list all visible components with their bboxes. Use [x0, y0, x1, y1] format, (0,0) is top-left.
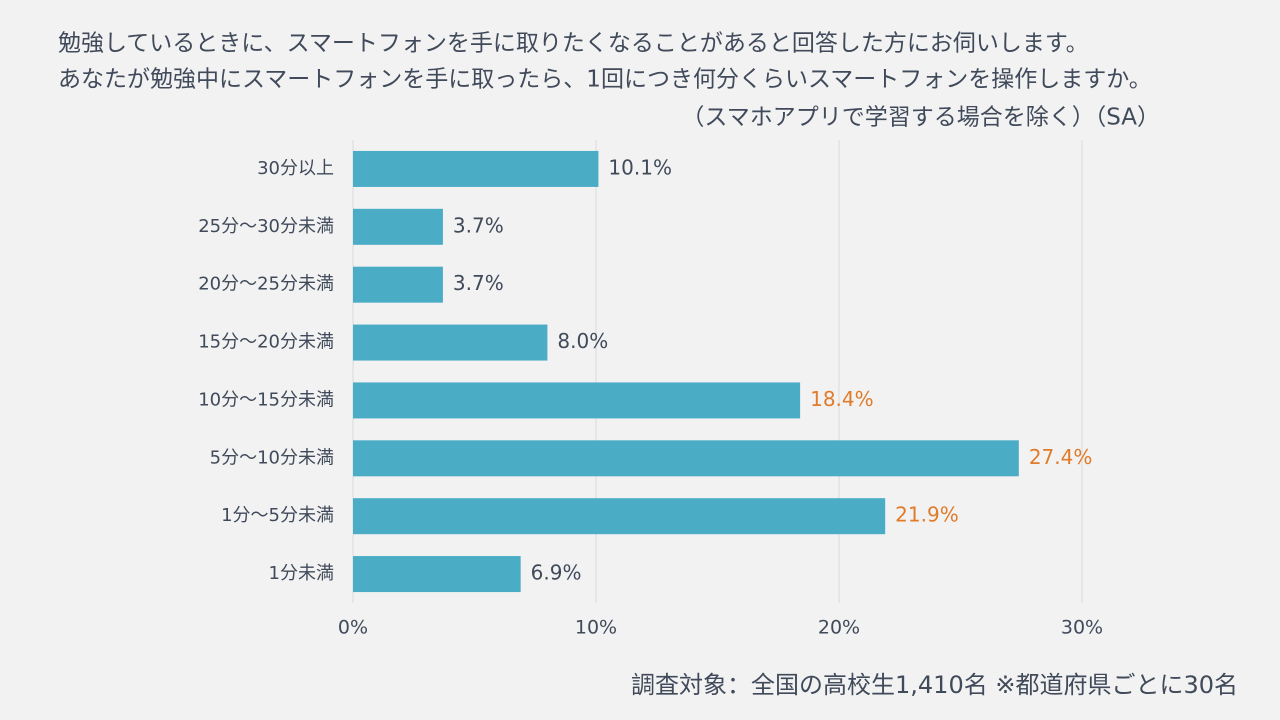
chart-title: 勉強しているときに、スマートフォンを手に取りたくなることがあると回答した方にお伺… [58, 31, 1089, 57]
data-label: 27.4% [1029, 445, 1093, 469]
bar [353, 266, 443, 303]
chart-subtitle: （スマホアプリで学習する場合を除く）（SA） [681, 105, 1160, 131]
y-tick-label: 15分～20分未満 [198, 332, 334, 353]
data-label: 8.0% [557, 329, 608, 353]
x-tick-label: 20% [818, 617, 860, 639]
y-tick-label: 1分～5分未満 [221, 505, 334, 526]
data-label: 3.7% [453, 271, 504, 295]
y-tick-label: 30分以上 [257, 158, 334, 179]
bar [353, 382, 801, 419]
bar [353, 208, 443, 245]
bar [353, 498, 886, 535]
data-label: 3.7% [453, 213, 504, 237]
bar [353, 324, 548, 361]
x-tick-label: 10% [575, 617, 617, 639]
bar [353, 440, 1019, 477]
data-label: 21.9% [895, 503, 959, 527]
data-label: 18.4% [810, 387, 874, 411]
x-tick-label: 0% [338, 617, 368, 639]
y-tick-label: 20分～25分未満 [198, 274, 334, 295]
y-tick-label: 25分～30分未満 [198, 216, 334, 237]
x-tick-label: 30% [1061, 617, 1103, 639]
bar [353, 556, 521, 593]
y-tick-label: 5分～10分未満 [210, 447, 334, 468]
chart-title: あなたが勉強中にスマートフォンを手に取ったら、1回につき何分くらいスマートフォン… [58, 67, 1152, 93]
footnote: 調査対象：全国の高校生1,410名 ※都道府県ごとに30名 [631, 671, 1238, 699]
data-label: 10.1% [608, 155, 672, 179]
bar [353, 150, 599, 187]
y-tick-label: 10分～15分未満 [198, 389, 334, 410]
data-label: 6.9% [531, 561, 582, 585]
y-tick-label: 1分未満 [269, 563, 334, 584]
